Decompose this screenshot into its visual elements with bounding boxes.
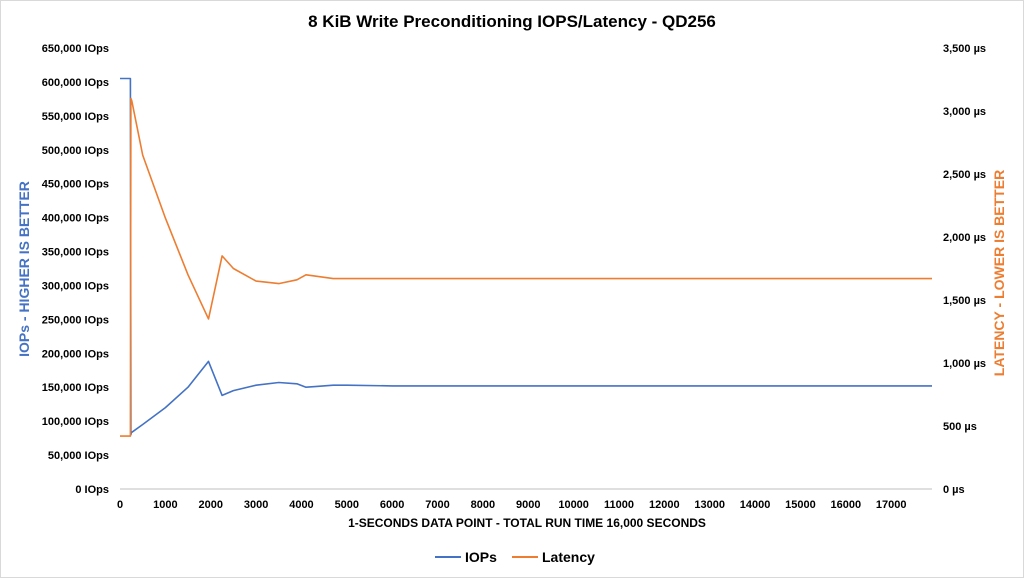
y-left-tick-label: 500,000 IOps	[42, 145, 109, 157]
x-tick-label: 11000	[604, 499, 634, 511]
y-right-tick-label: 3,000 µs	[943, 106, 986, 118]
x-tick-label: 15000	[785, 499, 816, 511]
x-axis-label: 1-SECONDS DATA POINT - TOTAL RUN TIME 16…	[348, 516, 706, 530]
y-left-tick-label: 150,000 IOps	[42, 382, 109, 394]
y-left-tick-label: 300,000 IOps	[42, 280, 109, 292]
chart-title: 8 KiB Write Preconditioning IOPS/Latency…	[308, 12, 716, 31]
x-tick-label: 13000	[694, 499, 725, 511]
x-tick-label: 7000	[425, 499, 449, 511]
y-left-tick-label: 200,000 IOps	[42, 348, 109, 360]
x-tick-label: 2000	[198, 499, 222, 511]
x-axis: 0 1000 2000 3000 4000 5000 6000 7000 8000 9000 100…	[117, 499, 907, 511]
y-left-tick-label: 250,000 IOps	[42, 314, 109, 326]
x-tick-label: 1000	[153, 499, 177, 511]
y-left-tick-label: 650,000 IOps	[42, 43, 109, 55]
x-tick-label: 8000	[471, 499, 495, 511]
y-left-tick-label: 0 IOps	[75, 484, 109, 496]
y-left-tick-label: 100,000 IOps	[42, 416, 109, 428]
y-left-axis-label: IOPs - HIGHER IS BETTER	[16, 181, 32, 357]
y-left-tick-label: 550,000 IOps	[42, 111, 109, 123]
y-left-axis: 0 IOps 50,000 IOps 100,000 IOps 150,000 IOp…	[42, 43, 109, 496]
x-tick-label: 14000	[740, 499, 771, 511]
y-right-tick-label: 0 µs	[943, 484, 965, 496]
x-tick-label: 5000	[335, 499, 359, 511]
y-right-tick-label: 500 µs	[943, 421, 977, 433]
legend-latency-label: Latency	[542, 549, 595, 565]
x-tick-label: 0	[117, 499, 123, 511]
x-tick-label: 17000	[876, 499, 907, 511]
legend: IOPs Latency	[435, 549, 595, 565]
y-right-tick-label: 1,500 µs	[943, 295, 986, 307]
y-left-tick-label: 400,000 IOps	[42, 213, 109, 225]
y-left-tick-label: 450,000 IOps	[42, 179, 109, 191]
x-tick-label: 6000	[380, 499, 404, 511]
y-left-tick-label: 350,000 IOps	[42, 247, 109, 259]
y-right-tick-label: 3,500 µs	[943, 43, 986, 55]
series-line-latency	[120, 97, 932, 437]
x-tick-label: 3000	[244, 499, 268, 511]
y-right-tick-label: 2,000 µs	[943, 232, 986, 244]
y-right-axis-label: LATENCY - LOWER IS BETTER	[991, 170, 1007, 376]
y-right-axis: 0 µs 500 µs 1,000 µs 1,500 µs 2,000 µs 2,500 …	[943, 43, 986, 496]
x-tick-label: 9000	[516, 499, 540, 511]
plot-area	[120, 77, 932, 437]
x-tick-label: 10000	[558, 499, 589, 511]
y-right-tick-label: 1,000 µs	[943, 358, 986, 370]
y-left-tick-label: 50,000 IOps	[48, 450, 109, 462]
x-tick-label: 16000	[831, 499, 862, 511]
series-line-iops	[120, 77, 932, 436]
x-tick-label: 12000	[649, 499, 680, 511]
y-left-tick-label: 600,000 IOps	[42, 77, 109, 89]
x-tick-label: 4000	[289, 499, 313, 511]
y-right-tick-label: 2,500 µs	[943, 169, 986, 181]
legend-iops-label: IOPs	[465, 549, 497, 565]
